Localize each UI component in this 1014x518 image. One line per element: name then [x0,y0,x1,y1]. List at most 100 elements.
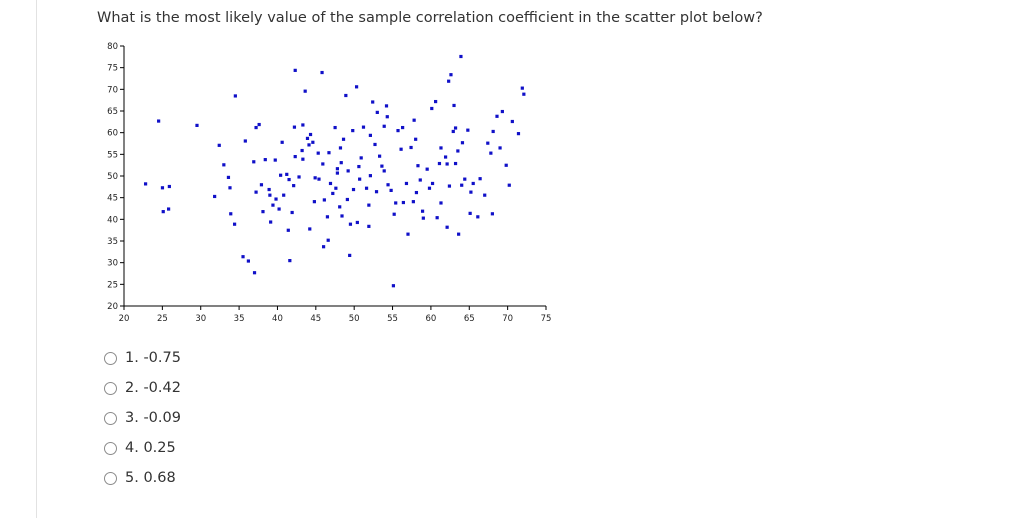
data-point [320,70,324,75]
data-point [160,186,165,190]
data-point [364,186,369,190]
data-point [495,114,499,118]
scatter-plot: 20 25 30 35 40 45 50 55 60 65 70 75 80 20 25 30 35 40 45 50… [107,42,552,324]
x-tick-label: 75 [541,314,552,324]
data-point [222,163,226,167]
data-point [354,85,359,89]
data-point [361,125,366,129]
data-point [389,188,393,192]
data-point [293,68,297,72]
data-point [333,125,337,130]
y-tick-label: 45 [107,194,118,204]
answer-option-5[interactable]: 5. 0.68 [104,463,181,493]
x-tick-label: 50 [349,314,360,324]
data-point [456,149,460,153]
radio-button-icon[interactable] [104,471,117,485]
data-point [346,169,350,173]
data-point [287,177,291,182]
data-point [460,141,465,145]
data-point [386,183,390,187]
data-point [367,203,371,207]
data-point [449,73,453,77]
data-point [500,109,504,114]
data-point [418,178,422,182]
data-point [268,193,272,197]
data-point [303,89,307,93]
radio-button-icon[interactable] [104,351,117,365]
data-point [232,222,237,226]
answer-option-label: 1. -0.75 [125,350,181,366]
data-point [384,104,389,108]
data-point [476,215,480,219]
data-point [321,162,325,166]
answer-option-3[interactable]: 3. -0.09 [104,403,181,433]
answer-option-4[interactable]: 4. 0.25 [104,433,181,463]
x-tick-label: 35 [234,314,245,324]
answer-option-2[interactable]: 2. -0.42 [104,373,181,403]
data-point [233,94,237,98]
data-point [357,164,361,169]
data-point [463,177,467,181]
data-point [311,140,315,144]
answer-options: 1. -0.75 2. -0.42 3. -0.09 4. 0.25 5. 0.… [104,343,181,493]
answer-option-label: 2. -0.42 [125,380,181,396]
data-point [267,187,271,192]
data-point [371,100,375,104]
data-point [259,183,264,187]
data-point [254,190,258,194]
data-point [271,203,275,207]
data-point [490,212,494,216]
data-point [516,132,521,136]
data-point [466,128,470,132]
data-point [483,193,487,197]
data-point [378,154,382,158]
data-point [447,79,451,83]
y-tick-label: 65 [107,107,118,117]
data-point [498,146,502,150]
data-point [348,253,352,257]
data-point [430,106,434,111]
data-point [504,163,508,167]
data-point [327,151,331,155]
x-tick-label: 55 [387,314,398,324]
data-point [507,183,511,187]
x-tick-label: 65 [464,314,475,324]
x-tick-label: 70 [502,314,513,324]
data-point [457,232,461,236]
radio-button-icon[interactable] [104,441,117,455]
question-text: What is the most likely value of the sam… [97,10,763,26]
data-point [396,129,400,133]
data-point [414,190,419,195]
data-point [338,205,342,209]
data-point [344,93,348,98]
data-point [263,158,267,162]
data-point [261,210,265,214]
data-point [195,123,199,127]
data-point [351,129,355,133]
radio-button-icon[interactable] [104,411,117,425]
data-point [382,124,386,128]
data-point [213,194,217,199]
data-point [351,187,356,192]
answer-option-1[interactable]: 1. -0.75 [104,343,181,373]
data-point [229,212,233,216]
data-point [308,227,312,231]
data-point [382,169,386,173]
data-point [292,184,296,188]
radio-button-icon[interactable] [104,381,117,395]
data-point [359,156,363,160]
data-point [451,129,455,134]
data-point [334,186,338,190]
data-point [468,211,472,215]
data-point [374,190,379,194]
data-point [321,245,326,249]
data-point [445,225,449,229]
x-tick-label: 25 [157,314,168,324]
data-point [313,176,317,180]
data-point [421,216,425,220]
data-point [167,184,171,189]
data-point [285,172,289,176]
y-tick-label: 25 [107,280,118,290]
data-point [460,183,464,187]
y-tick-label: 20 [107,302,118,312]
